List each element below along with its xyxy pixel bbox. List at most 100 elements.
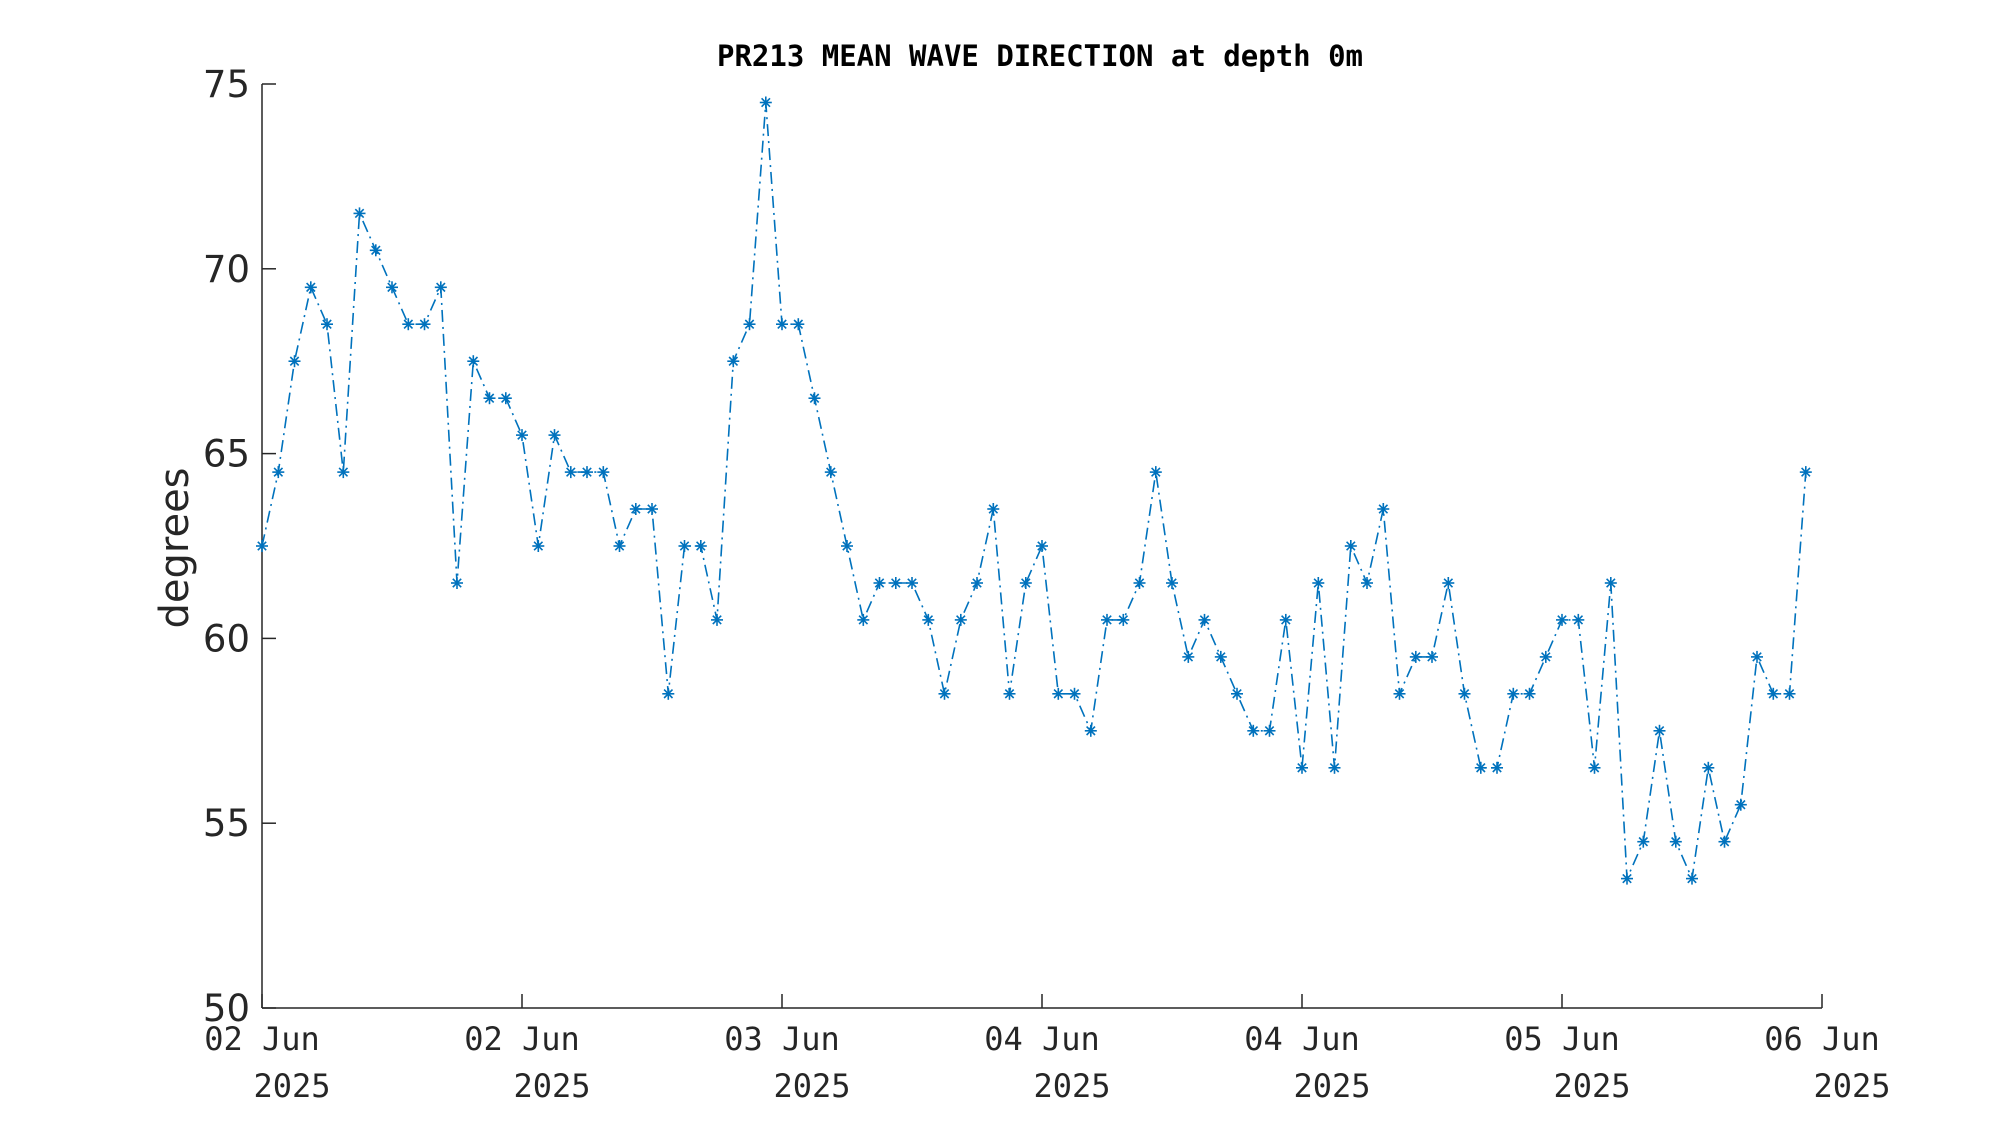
data-point xyxy=(1198,613,1211,626)
data-point xyxy=(1491,761,1503,774)
data-point xyxy=(954,613,967,626)
data-point xyxy=(1523,687,1536,700)
x-tick-label: 06 Jun xyxy=(1764,1020,1880,1058)
data-point xyxy=(1556,613,1568,626)
data-point xyxy=(1084,724,1097,737)
data-point xyxy=(1377,503,1390,515)
plot-area xyxy=(256,96,1812,885)
x-tick-label-year: 2025 xyxy=(1813,1067,1890,1105)
data-point xyxy=(1182,650,1195,663)
data-point xyxy=(451,577,463,589)
data-point xyxy=(1166,577,1178,589)
data-point xyxy=(1604,577,1617,589)
x-tick-label-year: 2025 xyxy=(513,1067,590,1105)
data-point xyxy=(581,466,593,479)
data-point xyxy=(532,540,545,552)
x-tick-label-year: 2025 xyxy=(1553,1067,1630,1105)
data-point xyxy=(1052,687,1065,700)
data-point xyxy=(889,577,902,589)
data-point xyxy=(1669,835,1682,848)
data-point xyxy=(434,281,447,294)
data-point xyxy=(1312,577,1325,589)
data-point xyxy=(1653,724,1666,737)
data-point xyxy=(1344,540,1357,552)
y-tick-label: 65 xyxy=(203,433,250,476)
data-point xyxy=(499,392,512,405)
data-point xyxy=(824,466,837,479)
data-point xyxy=(386,281,398,294)
data-point xyxy=(353,207,366,220)
data-point xyxy=(1361,577,1373,589)
data-point xyxy=(418,318,431,331)
data-point xyxy=(1588,761,1601,774)
data-point xyxy=(678,540,691,552)
data-point xyxy=(1296,761,1308,774)
data-point xyxy=(1783,687,1796,700)
data-point xyxy=(1686,872,1698,885)
data-point xyxy=(1214,650,1227,663)
data-point xyxy=(906,577,918,589)
data-point xyxy=(776,318,788,331)
data-point xyxy=(1426,650,1438,663)
data-point xyxy=(1539,650,1552,663)
data-point xyxy=(613,540,626,552)
data-point xyxy=(402,318,415,331)
x-tick-label-year: 2025 xyxy=(773,1067,850,1105)
data-point xyxy=(1279,613,1292,626)
data-point xyxy=(1474,761,1487,774)
data-point xyxy=(1003,687,1016,700)
data-point xyxy=(1231,687,1243,700)
data-point xyxy=(1572,613,1585,626)
data-point xyxy=(1751,650,1763,663)
x-tick-label-year: 2025 xyxy=(1293,1067,1370,1105)
x-tick-label: 04 Jun xyxy=(984,1020,1100,1058)
data-point xyxy=(873,577,886,589)
x-tick-label: 03 Jun xyxy=(724,1020,840,1058)
data-point xyxy=(808,392,821,405)
data-point xyxy=(857,613,870,626)
data-point xyxy=(646,503,658,515)
data-point xyxy=(1799,466,1812,479)
data-point xyxy=(1036,540,1048,552)
data-point xyxy=(516,429,528,442)
data-point xyxy=(256,540,268,552)
data-point xyxy=(971,577,983,589)
data-point xyxy=(938,687,951,700)
data-point xyxy=(1393,687,1406,700)
data-point xyxy=(1117,613,1130,626)
data-point xyxy=(288,355,301,368)
x-tick-label: 02 Jun xyxy=(204,1020,320,1058)
data-point xyxy=(321,318,333,331)
data-point xyxy=(1621,872,1633,885)
data-point xyxy=(1409,650,1422,663)
data-point xyxy=(483,392,496,405)
y-tick-label: 50 xyxy=(203,987,250,1030)
data-point xyxy=(1507,687,1520,700)
data-point xyxy=(1263,724,1276,737)
data-point xyxy=(548,429,561,442)
data-point xyxy=(272,466,285,479)
y-axis-label: degrees xyxy=(152,467,198,628)
data-point xyxy=(369,244,382,257)
data-point xyxy=(629,503,642,515)
data-point xyxy=(711,613,723,626)
data-point xyxy=(1133,577,1146,589)
x-tick-label-year: 2025 xyxy=(1033,1067,1110,1105)
data-point xyxy=(1458,687,1471,700)
data-point xyxy=(694,540,707,552)
data-point xyxy=(841,540,853,552)
data-point xyxy=(1637,835,1650,848)
data-point xyxy=(1101,613,1113,626)
data-point xyxy=(743,318,756,331)
data-point xyxy=(1019,577,1032,589)
data-point xyxy=(1068,687,1081,700)
series-line xyxy=(261,102,1807,882)
data-point xyxy=(1767,687,1780,700)
y-tick-label: 70 xyxy=(203,248,250,291)
data-point xyxy=(727,355,740,368)
data-point xyxy=(1328,761,1341,774)
data-point xyxy=(337,466,350,479)
data-point xyxy=(922,613,935,626)
x-tick-label: 04 Jun xyxy=(1244,1020,1360,1058)
